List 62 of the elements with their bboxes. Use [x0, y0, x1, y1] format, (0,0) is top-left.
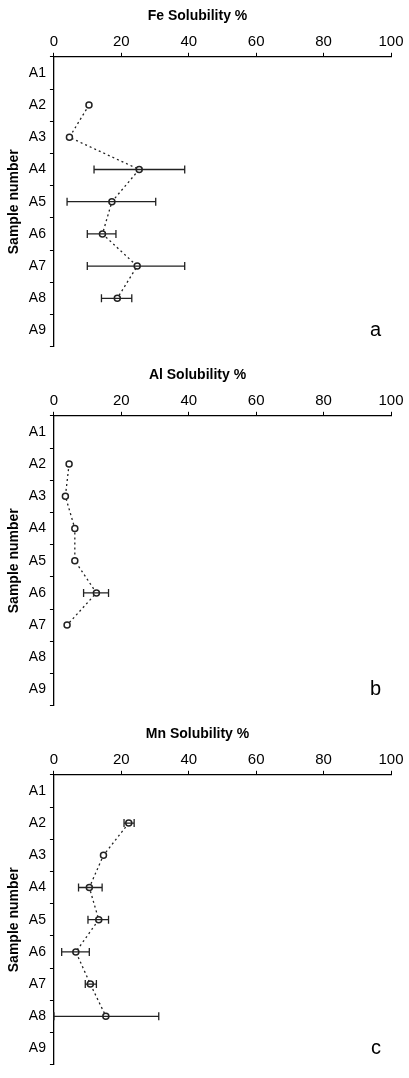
y-tick-label: A7 [28, 974, 47, 991]
x-tick-label: 60 [247, 749, 265, 767]
x-tick-label: 80 [315, 31, 332, 49]
annotation: b [369, 677, 381, 700]
y-tick-label: A7 [28, 615, 47, 632]
x-tick-label: 100 [378, 749, 404, 767]
y-tick-label: A5 [28, 551, 47, 568]
x-tick-label: 20 [113, 390, 130, 408]
x-tick-label: 40 [180, 31, 198, 49]
y-tick-label: A1 [28, 781, 47, 798]
y-tick-label: A5 [28, 192, 47, 209]
x-tick-label: 60 [247, 31, 265, 49]
y-tick-label: A4 [28, 519, 47, 536]
y-tick-label: A8 [28, 648, 47, 665]
y-tick-label: A1 [28, 422, 47, 439]
chart-title: Fe Solubility % [147, 7, 248, 24]
y-tick-label: A2 [28, 95, 47, 112]
x-tick-label: 20 [113, 749, 130, 767]
x-tick-label: 20 [113, 31, 130, 49]
chart-title: Al Solubility % [148, 366, 247, 383]
x-tick-label: 0 [49, 749, 59, 767]
y-tick-label: A4 [28, 160, 47, 177]
y-tick-label: A8 [28, 289, 47, 306]
y-tick-label: A3 [28, 128, 47, 145]
x-tick-label: 80 [315, 749, 332, 767]
y-axis-title: Sample number [5, 507, 22, 614]
y-tick-label: A6 [28, 224, 47, 241]
x-tick-label: 0 [49, 31, 59, 49]
point [71, 556, 79, 565]
y-tick-label: A6 [28, 583, 47, 600]
x-tick-label: 100 [378, 31, 404, 49]
x-tick-label: 0 [49, 390, 59, 408]
y-axis-title: Sample number [5, 866, 22, 973]
y-tick-label: A2 [28, 813, 47, 830]
annotation: a [369, 318, 382, 341]
y-tick-label: A9 [28, 680, 47, 697]
point [65, 133, 74, 142]
point [71, 524, 79, 533]
y-tick-label: A1 [28, 63, 47, 80]
chart-title: Mn Solubility % [145, 725, 250, 742]
y-tick-label: A3 [28, 487, 47, 504]
x-tick-label: 100 [378, 390, 404, 408]
y-tick-label: A2 [28, 454, 47, 471]
x-tick-label: 60 [247, 390, 265, 408]
y-tick-label: A3 [28, 846, 47, 863]
point [65, 460, 73, 468]
x-tick-label: 80 [315, 390, 332, 408]
y-tick-label: A7 [28, 256, 47, 273]
point [63, 621, 71, 629]
point [99, 851, 108, 860]
y-axis-title: Sample number [5, 148, 22, 255]
y-tick-label: A6 [28, 942, 47, 959]
y-tick-label: A8 [28, 1007, 47, 1024]
y-tick-label: A9 [28, 321, 47, 338]
point [61, 492, 70, 501]
point [85, 101, 93, 109]
y-tick-label: A5 [28, 910, 47, 927]
x-tick-label: 40 [180, 749, 198, 767]
y-tick-label: A4 [28, 878, 47, 895]
annotation: c [371, 1036, 381, 1059]
x-tick-label: 40 [180, 390, 198, 408]
y-tick-label: A9 [28, 1039, 47, 1056]
